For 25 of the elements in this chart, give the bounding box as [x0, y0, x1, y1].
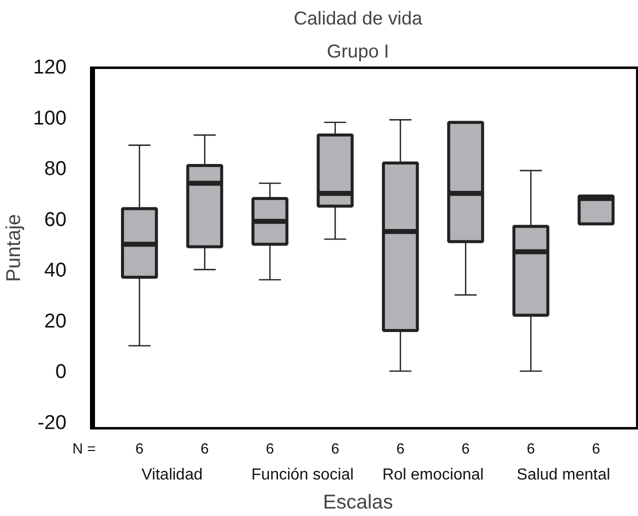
text: 6	[200, 442, 209, 458]
text: 6	[135, 442, 144, 458]
text: 6	[526, 442, 535, 458]
text: N =	[72, 442, 96, 458]
text: 6	[266, 442, 274, 458]
y-tick-label: 20	[44, 310, 67, 332]
y-tick-label: 100	[33, 107, 67, 130]
y-tick-label: 60	[44, 208, 67, 231]
x-tick-label: Vitalidad	[142, 466, 203, 484]
y-tick-label: -20	[38, 412, 66, 434]
y-tick-label: 40	[44, 260, 67, 282]
x-axis-title: Escalas	[322, 492, 394, 514]
y-tick-label: 120	[33, 56, 67, 78]
x-tick-label: Función social	[251, 466, 354, 484]
x-tick-label: Rol emocional	[382, 466, 484, 484]
text: 6	[331, 442, 340, 458]
text: 6	[592, 442, 600, 458]
chart-title: Calidad de vida	[294, 8, 423, 28]
y-tick-label: 80	[44, 158, 67, 180]
text: 6	[462, 442, 470, 458]
y-tick-label: 0	[55, 361, 66, 384]
y-axis-title: Puntaje	[3, 214, 26, 282]
text: 6	[396, 442, 404, 458]
x-tick-label: Salud mental	[516, 466, 610, 484]
chart-subtitle: Grupo I	[326, 40, 390, 62]
